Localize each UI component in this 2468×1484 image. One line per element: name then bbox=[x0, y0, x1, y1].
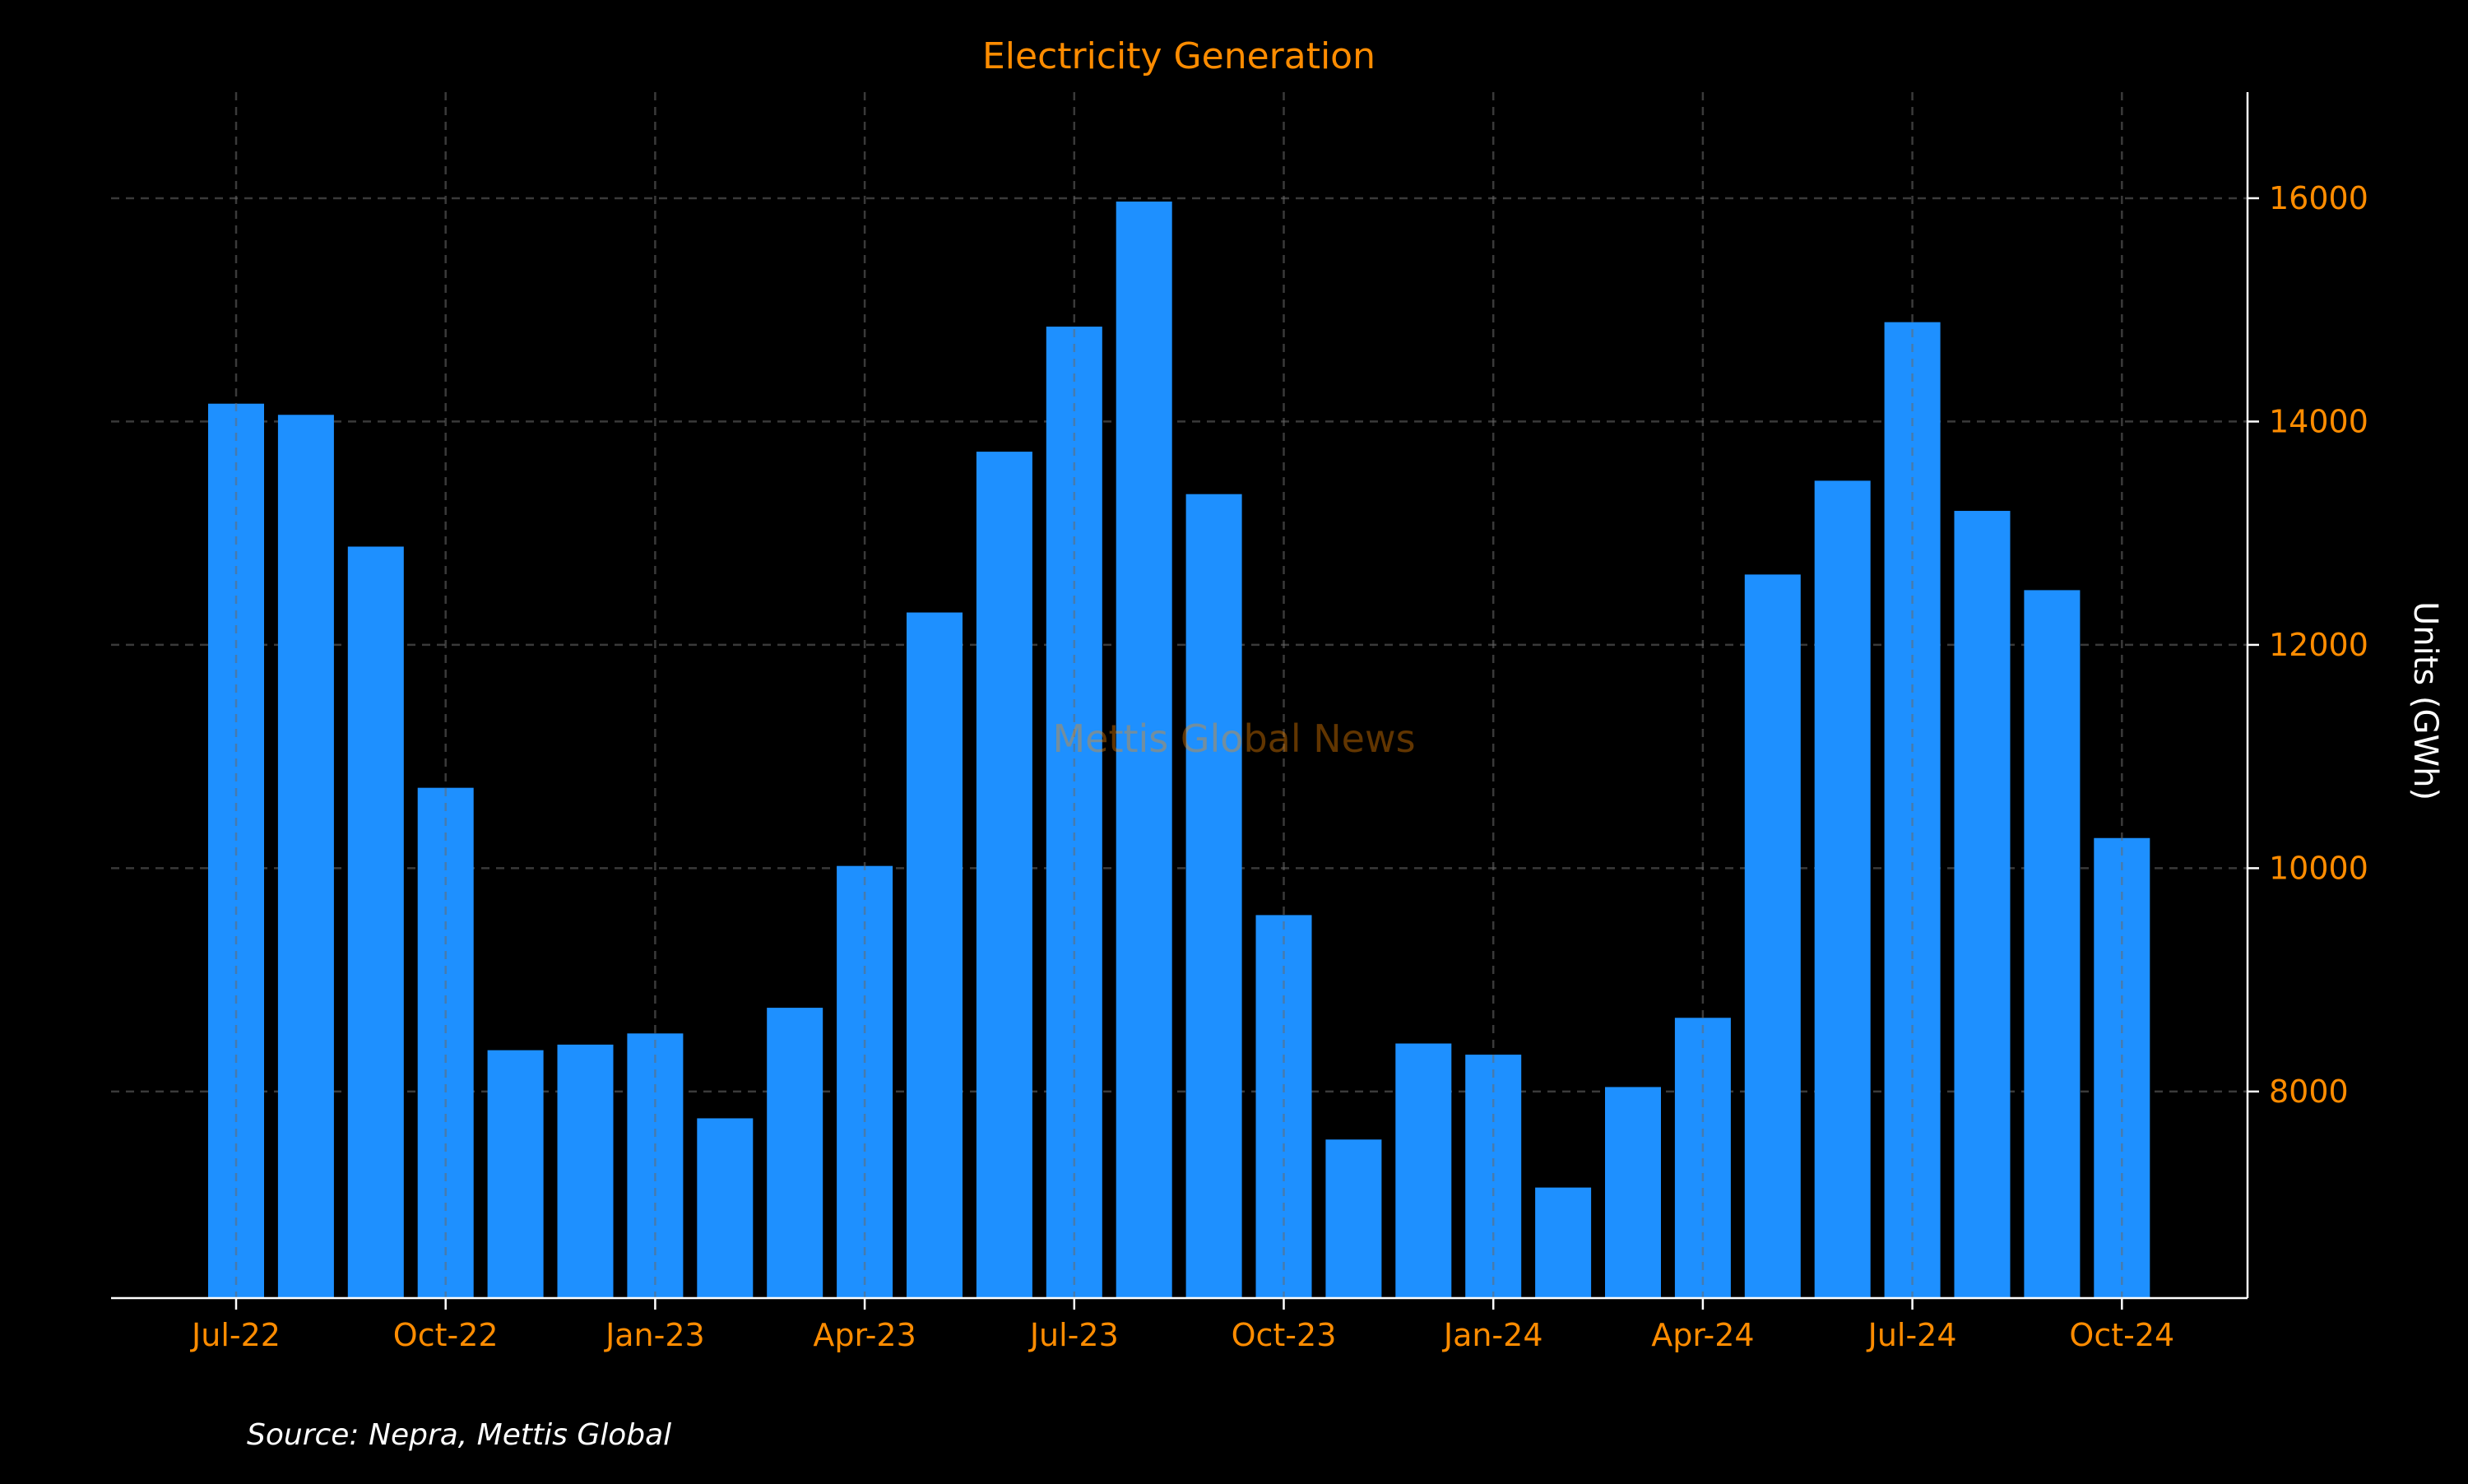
x-tick-label: Jul-22 bbox=[190, 1317, 281, 1353]
y-tick-label: 10000 bbox=[2269, 850, 2368, 886]
x-tick-label: Jul-23 bbox=[1028, 1317, 1119, 1353]
watermark: Mettis Global News bbox=[1052, 716, 1415, 761]
source-note: Source: Nepra, Mettis Global bbox=[247, 1418, 671, 1452]
y-ticks: 8000 10000 12000 14000 16000 bbox=[2248, 180, 2368, 1110]
x-ticks: Jul-22 Oct-22 Jan-23 Apr-23 Jul-23 Oct-23 Jan-… bbox=[190, 1298, 2174, 1353]
x-tick-label: Apr-24 bbox=[1651, 1317, 1754, 1353]
bar-May-24 bbox=[1744, 574, 1801, 1298]
x-tick-label: Oct-23 bbox=[1232, 1317, 1337, 1353]
bar-Aug-24 bbox=[1954, 511, 2011, 1298]
bar-Dec-22 bbox=[557, 1044, 614, 1298]
bar-Jun-23 bbox=[976, 452, 1032, 1298]
bar-Nov-23 bbox=[1325, 1139, 1382, 1298]
y-axis-label: Units (GWh) bbox=[2406, 601, 2444, 800]
bar-Sep-22 bbox=[347, 546, 404, 1298]
y-tick-label: 8000 bbox=[2269, 1074, 2349, 1110]
bar-Dec-23 bbox=[1395, 1043, 1452, 1298]
bar-Sep-23 bbox=[1185, 494, 1242, 1298]
bar-Mar-24 bbox=[1605, 1087, 1661, 1298]
bar-Jul-23 bbox=[1046, 327, 1102, 1298]
x-tick-label: Jul-24 bbox=[1867, 1317, 1957, 1353]
bar-Feb-23 bbox=[697, 1118, 754, 1298]
bar-Aug-22 bbox=[277, 415, 334, 1298]
x-tick-label: Apr-23 bbox=[813, 1317, 916, 1353]
bar-Aug-23 bbox=[1116, 202, 1172, 1299]
bar-Feb-24 bbox=[1535, 1187, 1592, 1298]
x-tick-label: Oct-24 bbox=[2069, 1317, 2174, 1353]
x-tick-label: Jan-23 bbox=[604, 1317, 705, 1353]
axes bbox=[111, 92, 2249, 1300]
y-tick-label: 16000 bbox=[2269, 180, 2368, 216]
bar-Jun-24 bbox=[1814, 480, 1871, 1298]
x-tick-label: Jan-24 bbox=[1442, 1317, 1543, 1353]
x-tick-label: Oct-22 bbox=[393, 1317, 499, 1353]
chart-title: Electricity Generation bbox=[982, 35, 1375, 77]
y-tick-label: 12000 bbox=[2269, 627, 2368, 663]
y-tick-label: 14000 bbox=[2269, 403, 2368, 439]
bar-Nov-22 bbox=[487, 1050, 544, 1298]
bar-Mar-23 bbox=[767, 1008, 823, 1298]
bar-Sep-24 bbox=[2024, 590, 2081, 1298]
bar-May-23 bbox=[907, 612, 963, 1298]
bars bbox=[208, 202, 2150, 1299]
